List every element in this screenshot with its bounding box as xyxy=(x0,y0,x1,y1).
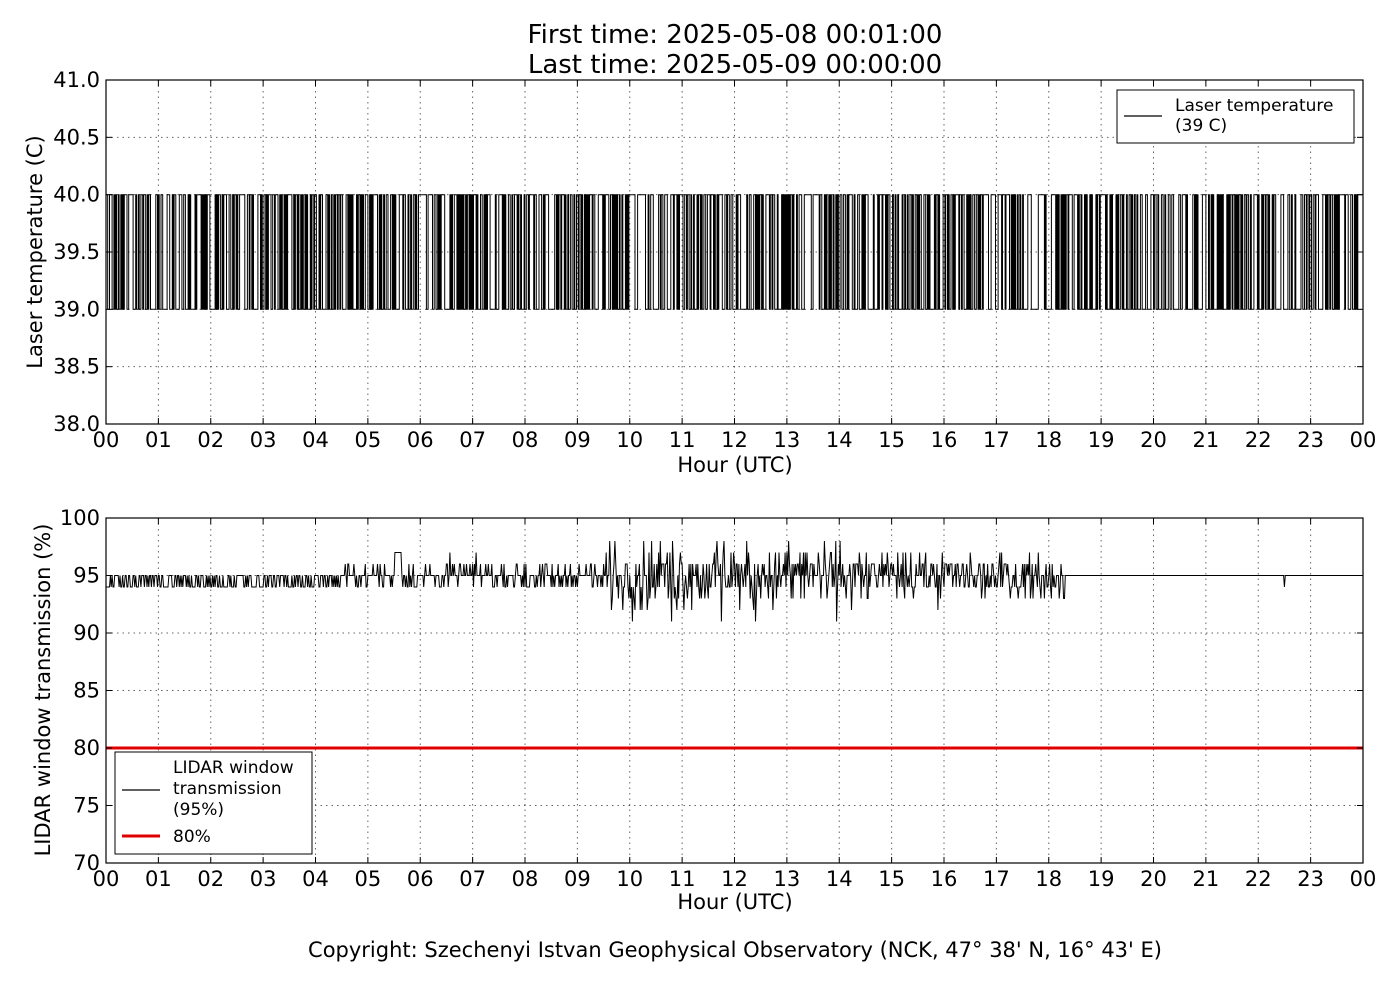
title-line-2: Last time: 2025-05-09 00:00:00 xyxy=(528,50,942,80)
lidar-transmission-x-tick-label: 22 xyxy=(1245,867,1272,891)
laser-temperature-y-tick-label: 39.5 xyxy=(53,240,100,264)
laser-temperature-x-tick-label: 18 xyxy=(1035,428,1062,452)
lidar-transmission-x-tick-label: 05 xyxy=(355,867,382,891)
laser-temperature-x-tick-label: 16 xyxy=(931,428,958,452)
lidar-transmission-panel: 00 01 02 03 04 05 06 07 08 09 10 11 12 13 14 15 16 17 18 19… xyxy=(31,506,1376,914)
lidar-transmission-x-tick-label: 00 xyxy=(1350,867,1377,891)
laser-temperature-line xyxy=(106,194,1364,310)
laser-temperature-x-tick-label: 20 xyxy=(1140,428,1167,452)
lidar-transmission-x-tick-label: 16 xyxy=(931,867,958,891)
lidar-transmission-x-tick-label: 03 xyxy=(250,867,277,891)
laser-temperature-y-tick-label: 38.5 xyxy=(53,355,100,379)
laser-temperature-x-tick-label: 08 xyxy=(512,428,539,452)
lidar-transmission-x-tick-label: 10 xyxy=(616,867,643,891)
threshold-legend-label: 80% xyxy=(173,827,211,847)
laser-temperature-y-tick-label: 40.5 xyxy=(53,125,100,149)
laser-temperature-x-tick-label: 15 xyxy=(878,428,905,452)
lidar-transmission-xlabel: Hour (UTC) xyxy=(677,890,792,914)
copyright-text: Copyright: Szechenyi Istvan Geophysical … xyxy=(308,938,1162,962)
lidar-transmission-legend: LIDAR window transmission (95%) 80% xyxy=(114,751,313,855)
laser-temperature-y-tick-label: 40.0 xyxy=(53,183,100,207)
laser-temperature-y-tick-label: 41.0 xyxy=(53,68,100,92)
laser-temperature-panel: 00 01 02 03 04 05 06 07 08 09 10 11 12 13 14 15 16 17 18 19… xyxy=(23,68,1376,477)
laser-temperature-legend-label-2: (39 C) xyxy=(1175,116,1227,136)
lidar-transmission-x-tick-label: 12 xyxy=(721,867,748,891)
lidar-transmission-y-tick-label: 95 xyxy=(73,564,100,588)
lidar-transmission-x-ticks: 00 01 02 03 04 05 06 07 08 09 10 11 12 13 14 15 16 17 18 19… xyxy=(93,518,1377,891)
laser-temperature-x-tick-label: 23 xyxy=(1297,428,1324,452)
lidar-transmission-x-tick-label: 00 xyxy=(93,867,120,891)
laser-temperature-y-ticks: 38.0 38.5 39.0 39.5 40.0 40.5 41.0 xyxy=(53,68,1363,436)
laser-temperature-x-tick-label: 00 xyxy=(1350,428,1377,452)
laser-temperature-x-tick-label: 21 xyxy=(1193,428,1220,452)
laser-temperature-x-tick-label: 05 xyxy=(355,428,382,452)
lidar-transmission-y-tick-label: 85 xyxy=(73,679,100,703)
lidar-transmission-y-tick-label: 80 xyxy=(73,736,100,760)
laser-temperature-x-tick-label: 02 xyxy=(197,428,224,452)
laser-temperature-x-tick-label: 19 xyxy=(1088,428,1115,452)
laser-temperature-xlabel: Hour (UTC) xyxy=(677,453,792,477)
lidar-transmission-x-tick-label: 14 xyxy=(826,867,853,891)
lidar-transmission-y-tick-label: 100 xyxy=(60,506,100,530)
laser-temperature-x-tick-label: 09 xyxy=(564,428,591,452)
laser-temperature-x-tick-label: 12 xyxy=(721,428,748,452)
laser-temperature-x-tick-label: 06 xyxy=(407,428,434,452)
lidar-transmission-x-tick-label: 06 xyxy=(407,867,434,891)
lidar-transmission-y-ticks: 70 75 80 85 90 95 100 xyxy=(60,506,1363,875)
lidar-transmission-x-tick-label: 01 xyxy=(145,867,172,891)
lidar-transmission-x-tick-label: 19 xyxy=(1088,867,1115,891)
laser-temperature-x-ticks: 00 01 02 03 04 05 06 07 08 09 10 11 12 13 14 15 16 17 18 19… xyxy=(93,80,1377,452)
laser-temperature-x-tick-label: 04 xyxy=(302,428,329,452)
lidar-transmission-x-tick-label: 17 xyxy=(983,867,1010,891)
laser-temperature-x-tick-label: 10 xyxy=(616,428,643,452)
lidar-transmission-x-tick-label: 20 xyxy=(1140,867,1167,891)
lidar-transmission-ylabel: LIDAR window transmission (%) xyxy=(31,524,55,857)
lidar-transmission-legend-label-2: transmission xyxy=(173,779,282,799)
lidar-transmission-x-tick-label: 23 xyxy=(1297,867,1324,891)
lidar-transmission-x-tick-label: 18 xyxy=(1035,867,1062,891)
laser-temperature-x-tick-label: 00 xyxy=(93,428,120,452)
laser-temperature-x-tick-label: 07 xyxy=(459,428,486,452)
laser-temperature-x-tick-label: 11 xyxy=(669,428,696,452)
laser-temperature-x-tick-label: 03 xyxy=(250,428,277,452)
lidar-transmission-y-tick-label: 90 xyxy=(73,621,100,645)
laser-temperature-series xyxy=(106,194,1364,310)
laser-temperature-x-tick-label: 14 xyxy=(826,428,853,452)
lidar-transmission-x-tick-label: 02 xyxy=(197,867,224,891)
lidar-transmission-legend-label-1: LIDAR window xyxy=(173,758,294,778)
lidar-transmission-x-tick-label: 07 xyxy=(459,867,486,891)
lidar-transmission-x-tick-label: 21 xyxy=(1193,867,1220,891)
lidar-transmission-legend-label-3: (95%) xyxy=(173,800,224,820)
lidar-transmission-x-tick-label: 04 xyxy=(302,867,329,891)
title-line-1: First time: 2025-05-08 00:01:00 xyxy=(528,20,943,50)
lidar-transmission-series xyxy=(106,540,1363,750)
laser-temperature-legend-label-1: Laser temperature xyxy=(1175,96,1333,116)
lidar-transmission-x-tick-label: 13 xyxy=(774,867,801,891)
lidar-transmission-x-tick-label: 08 xyxy=(512,867,539,891)
lidar-transmission-x-tick-label: 11 xyxy=(669,867,696,891)
lidar-transmission-y-tick-label: 75 xyxy=(73,794,100,818)
laser-temperature-y-tick-label: 39.0 xyxy=(53,297,100,321)
laser-temperature-x-tick-label: 01 xyxy=(145,428,172,452)
lidar-transmission-line xyxy=(106,540,1363,622)
laser-temperature-x-tick-label: 22 xyxy=(1245,428,1272,452)
laser-temperature-x-tick-label: 17 xyxy=(983,428,1010,452)
laser-temperature-ylabel: Laser temperature (C) xyxy=(23,135,47,368)
laser-temperature-y-tick-label: 38.0 xyxy=(53,412,100,436)
lidar-transmission-x-tick-label: 15 xyxy=(878,867,905,891)
laser-temperature-x-tick-label: 13 xyxy=(774,428,801,452)
lidar-transmission-x-tick-label: 09 xyxy=(564,867,591,891)
laser-temperature-legend: Laser temperature (39 C) xyxy=(1116,89,1355,144)
lidar-transmission-y-tick-label: 70 xyxy=(73,851,100,875)
